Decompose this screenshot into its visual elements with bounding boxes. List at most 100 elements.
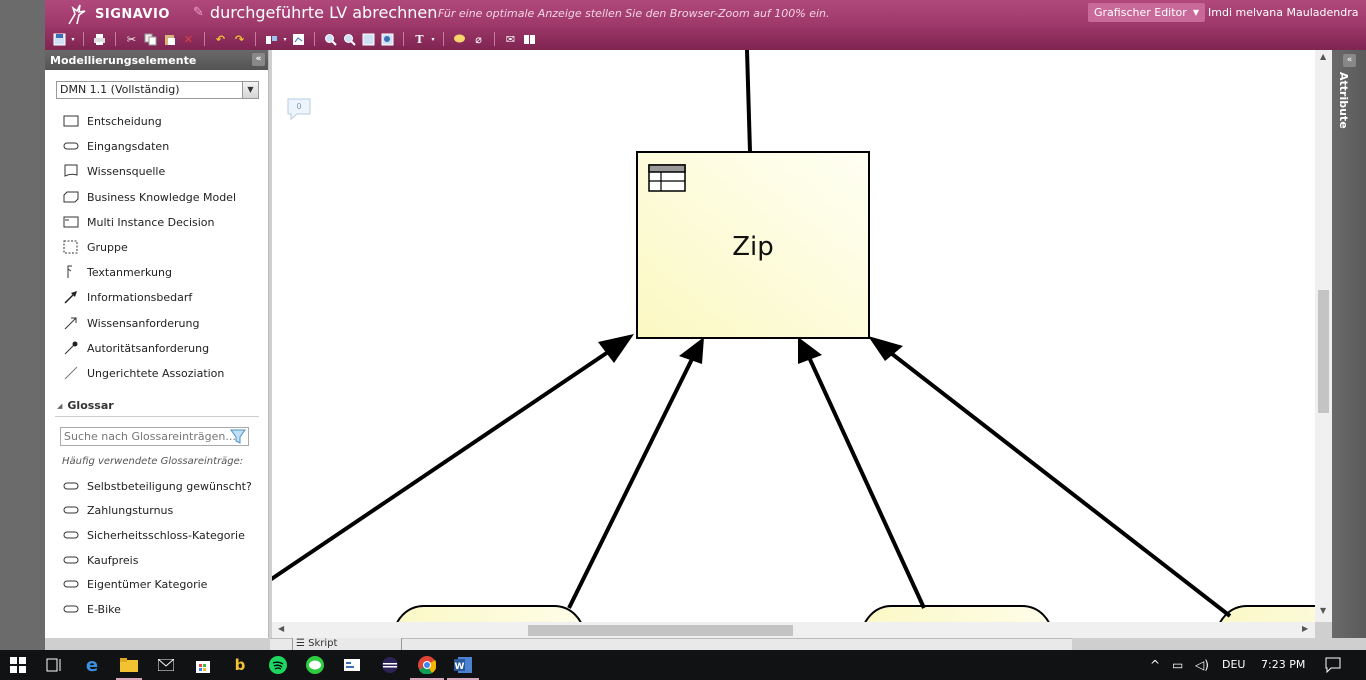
- paste-icon[interactable]: [161, 31, 178, 48]
- print-icon[interactable]: [91, 31, 108, 48]
- element-label: Wissensquelle: [87, 165, 165, 178]
- file-explorer-icon[interactable]: [119, 655, 139, 675]
- glossary-search-input[interactable]: Suche nach Glossareinträgen...: [60, 427, 249, 446]
- script-tab[interactable]: ☰ Skript: [292, 638, 402, 650]
- attributes-panel-label[interactable]: Attribute: [1337, 72, 1350, 129]
- mail-icon[interactable]: [156, 655, 176, 675]
- edge-browser-icon[interactable]: e: [82, 655, 102, 675]
- input-language[interactable]: DEU: [1222, 658, 1245, 671]
- zoom-original-icon[interactable]: [379, 31, 396, 48]
- information-requirement-arrow[interactable]: [887, 350, 1230, 616]
- incoming-connector[interactable]: [747, 50, 750, 152]
- save-icon[interactable]: [51, 31, 68, 48]
- task-view-icon[interactable]: [44, 655, 64, 675]
- editor-mode-dropdown[interactable]: Grafischer Editor ▼: [1088, 3, 1205, 22]
- glossary-item[interactable]: Sicherheitsschloss-Kategorie: [63, 526, 245, 544]
- windows-start-icon[interactable]: [8, 655, 28, 675]
- vertical-scrollbar[interactable]: ▲ ▼: [1315, 50, 1332, 622]
- element-informationsbedarf[interactable]: Informationsbedarf: [63, 288, 192, 306]
- input-data-shape[interactable]: [862, 606, 1052, 622]
- word-icon[interactable]: W: [453, 655, 473, 675]
- expand-left-icon[interactable]: «: [1343, 54, 1356, 67]
- align-dropdown-chevron-icon[interactable]: ▾: [282, 31, 288, 48]
- email-icon[interactable]: ✉: [502, 31, 519, 48]
- copy-icon[interactable]: [142, 31, 159, 48]
- arrow-head: [679, 337, 704, 364]
- chevron-up-icon[interactable]: ^: [1150, 658, 1160, 672]
- arrow-head: [598, 334, 634, 363]
- scroll-down-icon[interactable]: ▼: [1320, 606, 1326, 615]
- glossary-item[interactable]: E-Bike: [63, 600, 121, 618]
- input-data-shape[interactable]: [1217, 606, 1315, 622]
- element-autoritaetsanforderung[interactable]: Autoritätsanforderung: [63, 339, 209, 357]
- windows-taskbar: e b W ^ ▭ ◁) DEU 7:23 PM: [0, 650, 1366, 680]
- glossary-section-toggle[interactable]: ◢ Glossar: [57, 399, 114, 412]
- project-app-icon[interactable]: [342, 655, 362, 675]
- cut-icon[interactable]: ✂: [123, 31, 140, 48]
- volume-icon[interactable]: ◁): [1195, 658, 1209, 672]
- element-wissensquelle[interactable]: Wissensquelle: [63, 162, 165, 180]
- element-eingangsdaten[interactable]: Eingangsdaten: [63, 137, 169, 155]
- save-dropdown-chevron-icon[interactable]: ▾: [70, 31, 76, 48]
- book-icon[interactable]: [521, 31, 538, 48]
- notification-center-icon[interactable]: [1325, 657, 1341, 676]
- collapse-left-icon[interactable]: «: [252, 53, 265, 66]
- glossary-item[interactable]: Kaufpreis: [63, 551, 138, 569]
- horizontal-scrollbar[interactable]: ◀ ▶: [272, 622, 1315, 638]
- toolbar-divider: [204, 32, 205, 46]
- information-requirement-arrow[interactable]: [272, 348, 614, 582]
- element-multi-instance-decision[interactable]: Multi Instance Decision: [63, 213, 215, 231]
- filter-icon[interactable]: [230, 429, 246, 449]
- decision-shape[interactable]: Zip: [637, 152, 869, 338]
- text-format-icon[interactable]: T: [411, 31, 428, 48]
- spotify-icon[interactable]: [268, 655, 288, 675]
- notation-select[interactable]: DMN 1.1 (Vollständig) ▼: [56, 81, 259, 99]
- battery-icon[interactable]: ▭: [1172, 658, 1183, 672]
- element-entscheidung[interactable]: Entscheidung: [63, 112, 162, 130]
- element-business-knowledge-model[interactable]: Business Knowledge Model: [63, 188, 236, 206]
- input-data-shape[interactable]: [394, 606, 584, 622]
- text-format-dropdown-chevron-icon[interactable]: ▾: [430, 31, 436, 48]
- eclipse-icon[interactable]: [380, 655, 400, 675]
- store-icon[interactable]: [193, 655, 213, 675]
- glossary-item[interactable]: Zahlungsturnus: [63, 501, 173, 519]
- rectangle-icon: [63, 114, 79, 128]
- delete-icon[interactable]: ✕: [180, 31, 197, 48]
- zoom-fit-icon[interactable]: [360, 31, 377, 48]
- attachment-icon[interactable]: ⌀: [470, 31, 487, 48]
- scroll-right-icon[interactable]: ▶: [1302, 624, 1308, 633]
- document-title[interactable]: ✎ durchgeführte LV abrechnen: [193, 3, 437, 22]
- vertical-scroll-thumb[interactable]: [1318, 290, 1329, 413]
- dashed-rectangle-icon: [63, 240, 79, 254]
- align-icon[interactable]: [263, 31, 280, 48]
- element-gruppe[interactable]: Gruppe: [63, 238, 128, 256]
- chevron-down-icon[interactable]: ▼: [242, 82, 258, 98]
- diagram-canvas[interactable]: 0: [272, 50, 1315, 622]
- notation-select-value: DMN 1.1 (Vollständig): [60, 83, 180, 96]
- comment-bubble-icon[interactable]: 0: [285, 96, 313, 126]
- comment-icon[interactable]: [451, 31, 468, 48]
- zoom-in-icon[interactable]: [322, 31, 339, 48]
- undo-icon[interactable]: ↶: [212, 31, 229, 48]
- information-requirement-arrow[interactable]: [569, 355, 694, 608]
- zoom-out-icon[interactable]: [341, 31, 358, 48]
- scroll-left-icon[interactable]: ◀: [278, 624, 284, 633]
- horizontal-scroll-thumb[interactable]: [528, 625, 793, 636]
- element-textanmerkung[interactable]: Textanmerkung: [63, 263, 172, 281]
- scroll-up-icon[interactable]: ▲: [1320, 52, 1326, 61]
- system-clock[interactable]: 7:23 PM: [1261, 658, 1305, 671]
- information-requirement-arrow[interactable]: [808, 355, 924, 608]
- glossary-item[interactable]: Selbstbeteiligung gewünscht?: [63, 477, 252, 495]
- app-b-icon[interactable]: b: [230, 655, 250, 675]
- user-name[interactable]: Imdi melvana Mauladendra: [1208, 6, 1358, 19]
- layout-icon[interactable]: [290, 31, 307, 48]
- chrome-icon[interactable]: [417, 655, 437, 675]
- open-arrow-icon: [63, 316, 79, 330]
- redo-icon[interactable]: ↷: [231, 31, 248, 48]
- glossary-item[interactable]: Eigentümer Kategorie: [63, 575, 207, 593]
- element-ungerichtete-assoziation[interactable]: Ungerichtete Assoziation: [63, 364, 224, 382]
- line-chat-icon[interactable]: [305, 655, 325, 675]
- signavio-logo[interactable]: SIGNAVIO: [65, 2, 170, 26]
- element-wissensanforderung[interactable]: Wissensanforderung: [63, 314, 199, 332]
- editor-toolbar: ▾ ✂ ✕ ↶ ↷ ▾ T ▾ ⌀ ✉: [45, 28, 1366, 50]
